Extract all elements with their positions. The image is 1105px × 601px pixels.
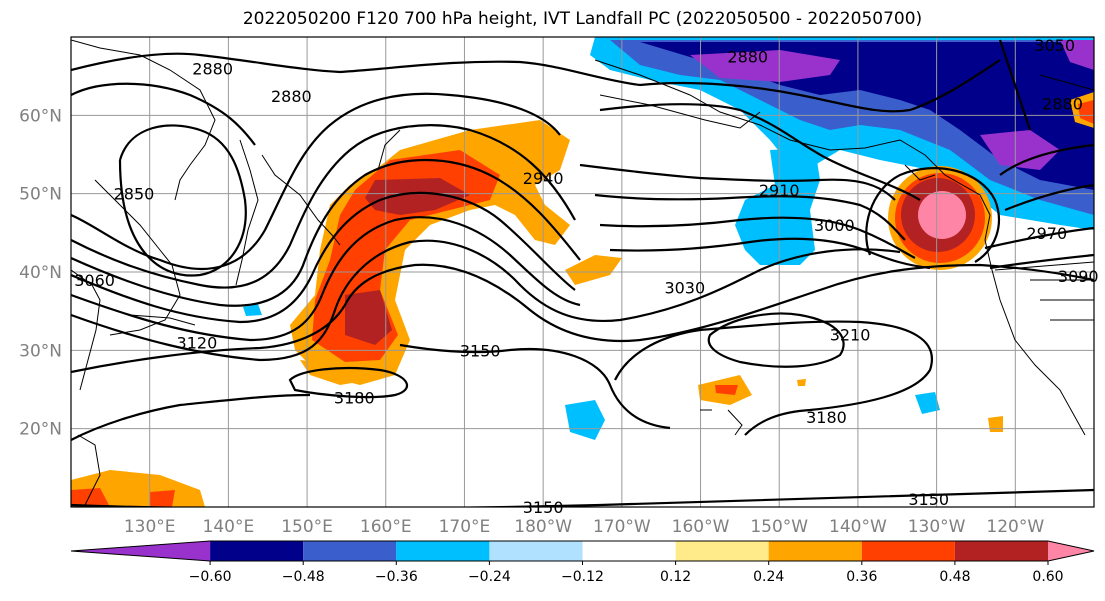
colorbar-box bbox=[303, 541, 397, 561]
lat-tick-label: 20°N bbox=[19, 420, 62, 440]
colorbar-tick-label: 0.60 bbox=[1032, 569, 1063, 585]
contour-label: 3210 bbox=[830, 326, 871, 345]
lon-tick-label: 140°E bbox=[203, 517, 255, 537]
colorbar-box bbox=[489, 541, 583, 561]
colorbar-box bbox=[675, 541, 769, 561]
colorbar-tick-label: −0.48 bbox=[282, 569, 325, 585]
colorbar-box bbox=[861, 541, 955, 561]
lon-tick-label: 150°E bbox=[281, 517, 333, 537]
colorbar-tick-label: −0.24 bbox=[468, 569, 511, 585]
contour-label: 3180 bbox=[806, 408, 847, 427]
contour-label: 2880 bbox=[192, 59, 233, 78]
lat-tick-label: 60°N bbox=[19, 106, 62, 126]
colorbar-tick-label: 0.12 bbox=[660, 569, 691, 585]
lat-tick-label: 50°N bbox=[19, 185, 62, 205]
lon-tick-label: 180°W bbox=[514, 517, 572, 537]
lon-tick-label: 160°E bbox=[360, 517, 412, 537]
lon-tick-label: 150°W bbox=[750, 517, 808, 537]
colorbar-tick-label: 0.48 bbox=[939, 569, 970, 585]
contour-label: 2910 bbox=[759, 181, 800, 200]
longitude-labels: 130°E 140°E 150°E 160°E 170°E 180°W 170°W 160°W… bbox=[124, 517, 1045, 537]
colorbar-extend-low bbox=[71, 541, 211, 561]
contour-label: 3030 bbox=[664, 279, 705, 298]
colorbar-box bbox=[954, 541, 1048, 561]
lon-tick-label: 120°W bbox=[986, 517, 1044, 537]
contour-labels: 2880 2880 2850 3060 3120 3150 3180 3150 3030 2940… bbox=[74, 36, 1099, 517]
colorbar-tick-label: −0.36 bbox=[375, 569, 418, 585]
colorbar-extend-high bbox=[1048, 541, 1094, 561]
colorbar-tick-label: −0.60 bbox=[189, 569, 232, 585]
contour-label: 2880 bbox=[727, 48, 768, 67]
colorbar-labels: −0.60 −0.48 −0.36 −0.24 −0.12 0.12 0.24 0.36 0.4… bbox=[189, 561, 1064, 585]
contour-label: 3150 bbox=[460, 341, 501, 360]
contour-label: 3050 bbox=[1034, 36, 1075, 55]
lon-tick-label: 170°W bbox=[593, 517, 651, 537]
contour-label: 3150 bbox=[908, 490, 949, 509]
contour-label: 2970 bbox=[1026, 224, 1067, 243]
map-gridlines bbox=[71, 37, 1094, 507]
lon-tick-label: 170°E bbox=[439, 517, 491, 537]
lat-tick-label: 40°N bbox=[19, 263, 62, 283]
contour-label: 3000 bbox=[814, 216, 855, 235]
lon-tick-label: 130°W bbox=[908, 517, 966, 537]
colorbar-box bbox=[210, 541, 304, 561]
colorbar-box bbox=[582, 541, 676, 561]
colorbar-box bbox=[768, 541, 862, 561]
latitude-labels: 60°N 50°N 40°N 30°N 20°N bbox=[19, 106, 62, 439]
lat-tick-label: 30°N bbox=[19, 341, 62, 361]
contour-label: 3060 bbox=[74, 271, 115, 290]
contour-label: 2940 bbox=[523, 169, 564, 188]
contour-label: 3090 bbox=[1058, 267, 1099, 286]
colorbar-tick-label: 0.24 bbox=[753, 569, 784, 585]
ivt-shading bbox=[71, 37, 1094, 507]
map-frame bbox=[70, 36, 1095, 508]
contour-label: 3120 bbox=[177, 334, 218, 353]
lon-tick-label: 140°W bbox=[829, 517, 887, 537]
contour-label: 2880 bbox=[1042, 95, 1083, 114]
colorbar bbox=[70, 540, 1095, 562]
lon-tick-label: 160°W bbox=[672, 517, 730, 537]
contour-label: 2850 bbox=[114, 185, 155, 204]
colorbar-tick-label: 0.36 bbox=[846, 569, 877, 585]
contour-label: 2880 bbox=[271, 87, 312, 106]
contour-label: 3180 bbox=[334, 388, 375, 407]
colorbar-tick-label: −0.12 bbox=[561, 569, 604, 585]
map-title: 2022050200 F120 700 hPa height, IVT Land… bbox=[242, 9, 923, 29]
height-contours bbox=[71, 39, 1094, 507]
lon-tick-label: 130°E bbox=[124, 517, 176, 537]
coastlines bbox=[71, 39, 1094, 506]
colorbar-box bbox=[396, 541, 490, 561]
